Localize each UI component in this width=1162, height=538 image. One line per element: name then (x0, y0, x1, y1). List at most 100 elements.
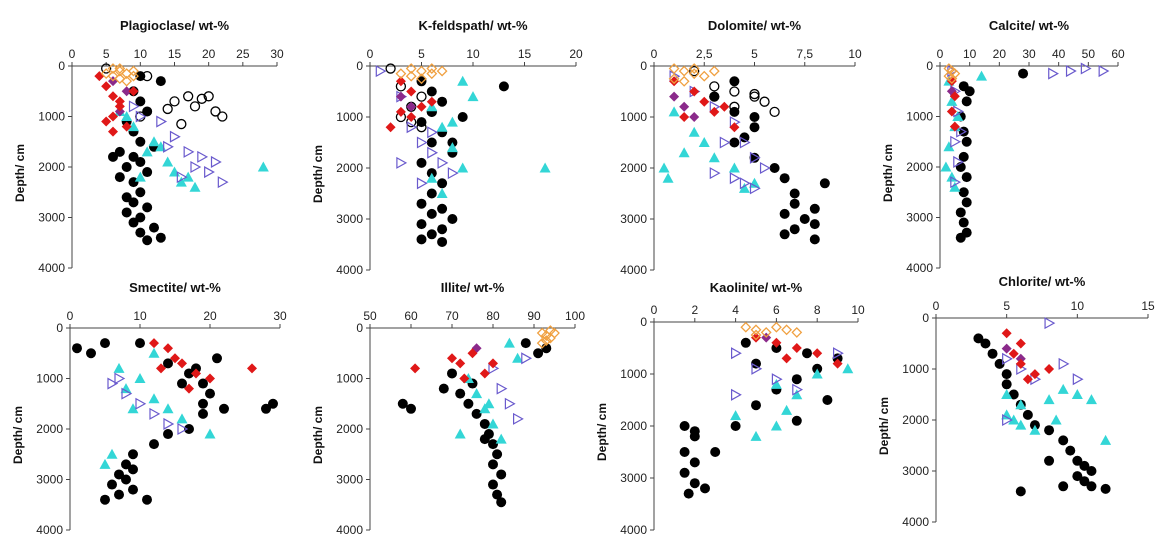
data-point-F (114, 73, 126, 85)
data-point-A (1072, 455, 1083, 466)
y-axis-label: Depth/ cm (595, 403, 609, 461)
data-point-C (1043, 394, 1055, 405)
panel-title: Kaolinite/ wt-% (710, 280, 803, 295)
data-point-F (544, 325, 556, 336)
data-point-A (108, 151, 118, 162)
y-axis-label: Depth/ cm (11, 406, 25, 464)
y-tick-label: 3000 (36, 473, 63, 487)
data-point-B (709, 81, 720, 92)
data-point-D (1002, 352, 1013, 365)
data-point-D (197, 150, 209, 163)
data-point-A (791, 374, 802, 385)
data-point-D (416, 177, 428, 190)
data-point-A (397, 398, 408, 409)
data-point-D (163, 417, 175, 430)
data-point-C (495, 433, 507, 444)
data-point-A (191, 363, 201, 374)
data-point-D (739, 177, 751, 190)
y-tick-label: 3000 (620, 471, 647, 485)
data-point-A (128, 217, 139, 228)
x-tick-label: 0 (933, 299, 940, 313)
y-tick-label: 2000 (906, 160, 933, 174)
data-point-G (689, 112, 700, 122)
data-point-D (190, 160, 202, 174)
data-point-F (416, 65, 427, 77)
data-point-E (812, 348, 823, 359)
data-point-D (1072, 373, 1084, 386)
data-point-A (205, 388, 215, 399)
data-point-C (749, 177, 760, 188)
panel-7: Kaolinite/ wt-% 0 2 4 6 8 10 0 1000 2000 3000 4000 D… (595, 280, 865, 537)
y-tick-label: 1000 (906, 110, 933, 124)
data-point-F (114, 63, 126, 74)
data-point-D (1098, 65, 1110, 78)
data-point-A (779, 173, 790, 184)
data-point-D (1048, 67, 1059, 80)
data-point-C (949, 181, 961, 192)
data-point-E (1001, 328, 1012, 339)
data-point-C (257, 161, 269, 172)
data-point-A (121, 192, 132, 203)
data-point-F (770, 321, 782, 333)
data-point-C (708, 152, 720, 163)
data-point-A (437, 203, 448, 214)
data-point-D (121, 387, 133, 400)
data-point-G (395, 91, 406, 102)
data-point-C (141, 146, 153, 157)
data-point-C (946, 95, 958, 106)
data-point-C (1001, 409, 1013, 420)
data-point-B (101, 63, 112, 74)
data-point-C (127, 403, 139, 414)
x-tick-label: 10 (848, 47, 862, 61)
data-point-A (496, 469, 507, 480)
y-tick-label: 4000 (36, 523, 63, 537)
panel-6: Illite/ wt-%50 60 70 80 90 100010002000300040… (311, 280, 585, 537)
x-tick-label: 20 (202, 47, 216, 61)
data-point-A (219, 403, 229, 414)
data-point-C (791, 389, 803, 400)
panel-8: Chlorite/ wt-% 0 5 10 15 0 1000 2000 3000 4000 Dep… (877, 274, 1155, 529)
y-tick-label: 4000 (620, 263, 647, 277)
data-point-A (100, 338, 110, 349)
panel-title: Plagioclase/ wt-% (120, 18, 230, 33)
y-tick-label: 0 (356, 321, 363, 335)
data-point-A (488, 459, 498, 470)
y-tick-label: 1000 (336, 110, 363, 124)
data-point-A (769, 163, 780, 173)
data-point-C (479, 403, 491, 414)
data-point-E (395, 76, 406, 87)
data-point-A (700, 483, 710, 494)
x-tick-label: 20 (203, 309, 217, 323)
data-point-E (170, 353, 180, 364)
data-point-E (101, 116, 112, 127)
data-point-A (1015, 486, 1026, 497)
y-tick-label: 0 (926, 59, 933, 73)
data-point-G (679, 101, 690, 112)
data-point-A (426, 137, 437, 148)
data-point-G (669, 91, 680, 102)
data-point-B (689, 65, 700, 77)
data-point-E (128, 86, 139, 97)
data-point-C (539, 162, 551, 173)
data-point-C (467, 91, 479, 102)
data-point-A (114, 172, 125, 183)
data-point-A (184, 424, 194, 434)
data-point-D (204, 166, 215, 179)
data-point-A (135, 96, 146, 107)
data-point-C (457, 162, 469, 173)
data-point-D (504, 397, 516, 410)
data-point-B (176, 118, 187, 130)
data-point-A (779, 208, 790, 219)
data-point-F (678, 65, 690, 77)
data-point-E (163, 343, 173, 354)
x-tick-label: 20 (993, 47, 1007, 61)
data-point-A (155, 76, 166, 87)
data-point-A (789, 224, 800, 235)
y-tick-label: 3000 (38, 211, 65, 225)
data-point-A (163, 358, 173, 369)
data-point-C (182, 171, 194, 182)
x-tick-label: 10 (134, 47, 148, 61)
data-point-A (121, 474, 131, 485)
data-point-E (184, 383, 194, 394)
data-point-E (156, 363, 166, 374)
